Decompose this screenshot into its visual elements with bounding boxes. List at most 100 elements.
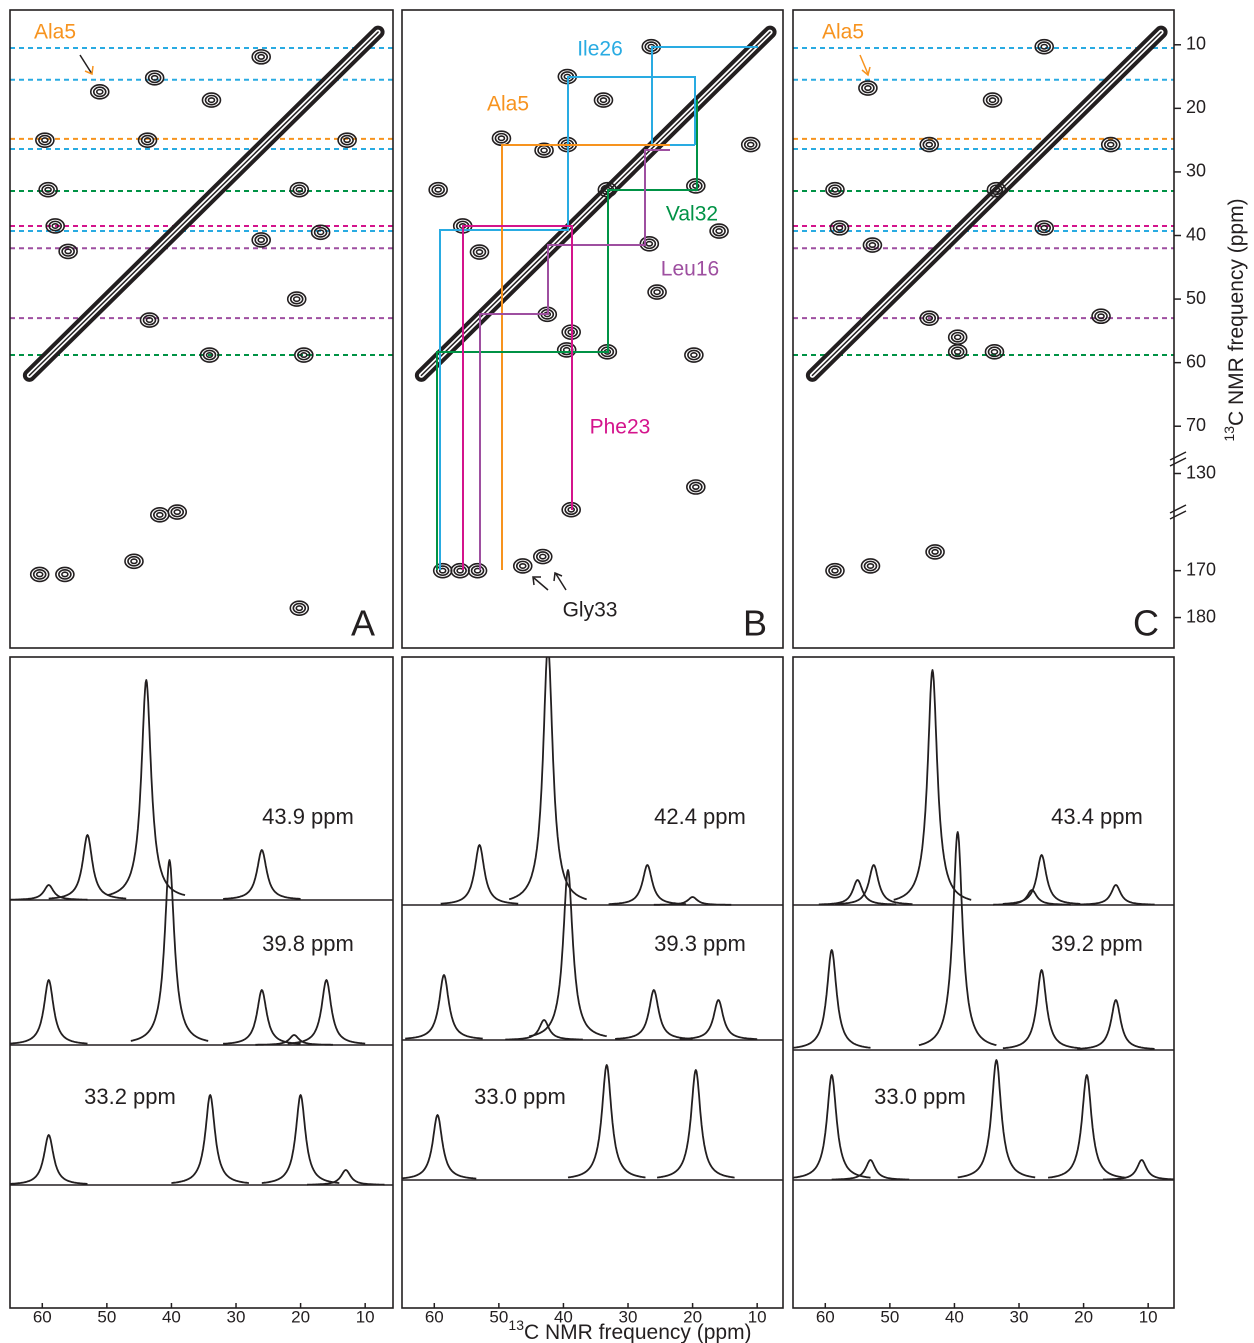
peak: [1077, 1000, 1155, 1049]
contour: [987, 95, 999, 104]
cross-peak: [39, 183, 57, 197]
contour: [291, 294, 303, 303]
contour: [829, 566, 841, 575]
contour: [62, 572, 68, 576]
peak: [288, 980, 366, 1044]
arrow: [556, 574, 566, 590]
contour: [437, 566, 449, 575]
contour: [1041, 44, 1047, 48]
slice-label: 43.4 ppm: [1051, 804, 1143, 829]
cross-peak: [534, 550, 552, 564]
cross-peak: [140, 313, 158, 327]
y-axis-label: 13C NMR frequency (ppm): [1221, 198, 1248, 441]
cross-peak: [451, 564, 469, 578]
peak: [1048, 1075, 1126, 1178]
cross-peak: [742, 138, 760, 152]
slice-label: 39.8 ppm: [262, 931, 354, 956]
contour: [862, 83, 874, 92]
contour: [716, 229, 722, 233]
contour: [561, 345, 573, 354]
contour: [296, 188, 302, 192]
contour: [866, 240, 878, 249]
contour: [435, 188, 441, 192]
contour: [541, 148, 547, 152]
contour: [432, 185, 444, 194]
contour: [45, 188, 51, 192]
cross-peak: [168, 505, 186, 519]
cross-peak: [863, 238, 881, 252]
cross-peak: [1102, 138, 1120, 152]
cross-peak: [252, 233, 270, 247]
contour: [142, 136, 154, 145]
cross-peak: [312, 225, 330, 239]
contour: [42, 138, 48, 142]
x-tick-label: 20: [291, 1307, 310, 1326]
contour: [520, 564, 526, 568]
cross-peak: [429, 183, 447, 197]
y-tick-label: 20: [1186, 97, 1206, 117]
contour: [472, 566, 484, 575]
peak-label: Ala5: [822, 21, 864, 44]
slice-label: 42.4 ppm: [654, 804, 746, 829]
spectrum-1d: [399, 645, 785, 1180]
peak: [10, 980, 88, 1044]
y-tick-label: 60: [1186, 351, 1206, 371]
contour: [315, 228, 327, 237]
contour: [37, 572, 43, 576]
cross-peak: [949, 345, 967, 359]
x-tick-label: 50: [97, 1307, 116, 1326]
contour: [832, 568, 838, 572]
contour: [1108, 142, 1114, 146]
contour: [1038, 223, 1050, 232]
contour: [693, 485, 699, 489]
cross-peak: [469, 564, 487, 578]
cross-peak: [288, 292, 306, 306]
cross-peak: [826, 183, 844, 197]
contour: [829, 185, 841, 194]
y-tick-label: 180: [1186, 606, 1216, 626]
contour: [344, 138, 350, 142]
contour: [97, 90, 103, 94]
y-tick-label: 130: [1186, 462, 1216, 482]
peak-label: Phe23: [590, 416, 651, 439]
cross-peak: [202, 93, 220, 107]
slice-label: 33.2 ppm: [84, 1084, 176, 1109]
label-text: C NMR frequency (ppm): [524, 1321, 752, 1343]
panel-frame: [10, 657, 393, 1308]
contour: [748, 142, 754, 146]
x-tick-label: 20: [1074, 1307, 1093, 1326]
cross-peak: [830, 221, 848, 235]
peak: [680, 1000, 758, 1039]
contour: [538, 146, 550, 155]
contour: [517, 561, 529, 570]
cross-peak: [295, 348, 313, 362]
peak-label: Ala5: [487, 93, 529, 116]
contour: [152, 76, 158, 80]
peak: [262, 1095, 340, 1183]
cross-peak: [985, 345, 1003, 359]
y-tick-label: 30: [1186, 161, 1206, 181]
cross-peak: [125, 554, 143, 568]
peak: [223, 990, 301, 1044]
x-tick-label: 40: [162, 1307, 181, 1326]
panel-label: C: [1133, 603, 1159, 644]
y-tick-label: 10: [1186, 34, 1206, 54]
contour: [318, 230, 324, 234]
contour: [923, 140, 935, 149]
cross-peak: [949, 330, 967, 344]
contour: [293, 185, 305, 194]
cross-peak: [290, 183, 308, 197]
panel-frame: [793, 10, 1174, 648]
contour: [955, 350, 961, 354]
contour: [691, 353, 697, 357]
cross-peak: [492, 131, 510, 145]
contour: [932, 550, 938, 554]
cross-peak: [926, 545, 944, 559]
spectrum-2d: [421, 32, 770, 578]
contour: [1041, 226, 1047, 230]
peak: [657, 1070, 735, 1178]
contour: [476, 250, 482, 254]
peak: [223, 850, 301, 899]
peak: [441, 845, 519, 904]
peak: [1003, 970, 1081, 1048]
